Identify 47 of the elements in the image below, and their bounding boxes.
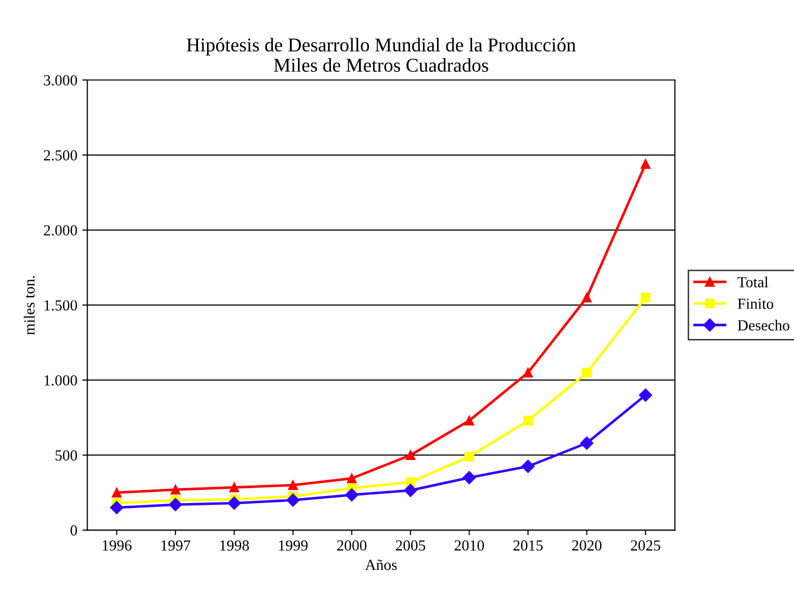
point xyxy=(464,416,474,426)
point xyxy=(406,450,416,460)
point xyxy=(110,501,124,514)
point xyxy=(404,484,418,497)
point xyxy=(582,292,592,302)
x-tick-label: 1998 xyxy=(220,540,249,551)
y-tick-label: 1.500 xyxy=(44,300,78,311)
point xyxy=(228,496,241,510)
x-axis-title: Años xyxy=(365,560,397,570)
x-tick-label: 1997 xyxy=(162,540,190,551)
point xyxy=(523,416,533,426)
x-tick-label: 1996 xyxy=(102,540,132,551)
point xyxy=(170,484,180,494)
y-tick-label: 2.500 xyxy=(44,150,78,161)
y-tick-label: 3.000 xyxy=(44,75,78,86)
point xyxy=(523,368,533,378)
point xyxy=(464,452,474,462)
point xyxy=(638,388,652,402)
y-tick-label: 500 xyxy=(56,450,78,461)
x-tick-label: 2010 xyxy=(454,540,484,551)
x-tick-label: 2020 xyxy=(572,540,602,551)
y-axis-title: miles ton. xyxy=(24,276,35,335)
chart-title: Hipótesis de Desarrollo Mundial de la Producción Miles de Metros Cuadrados xyxy=(186,38,576,72)
point xyxy=(112,488,122,498)
x-tick-label: 2005 xyxy=(396,540,426,551)
legend-label: Finito xyxy=(738,298,774,309)
legend-label: Total xyxy=(738,276,768,288)
legend-label: Desecho xyxy=(738,320,790,331)
y-tick-label: 1.000 xyxy=(44,375,78,386)
point xyxy=(521,460,535,473)
x-tick-label: 2000 xyxy=(337,540,366,551)
point xyxy=(345,488,358,502)
point xyxy=(286,494,300,507)
point xyxy=(640,159,650,169)
point xyxy=(462,471,476,484)
x-tick-label: 2025 xyxy=(630,540,660,551)
x-tick-label: 1999 xyxy=(279,540,308,551)
x-tick-label: 2015 xyxy=(513,540,543,551)
y-tick-label: 0 xyxy=(70,525,78,536)
point xyxy=(229,482,240,492)
point xyxy=(168,498,182,512)
y-tick-label: 2.000 xyxy=(44,225,78,236)
point xyxy=(288,480,298,490)
point xyxy=(580,436,594,450)
point xyxy=(640,292,650,302)
point xyxy=(582,368,592,378)
point xyxy=(346,474,357,484)
